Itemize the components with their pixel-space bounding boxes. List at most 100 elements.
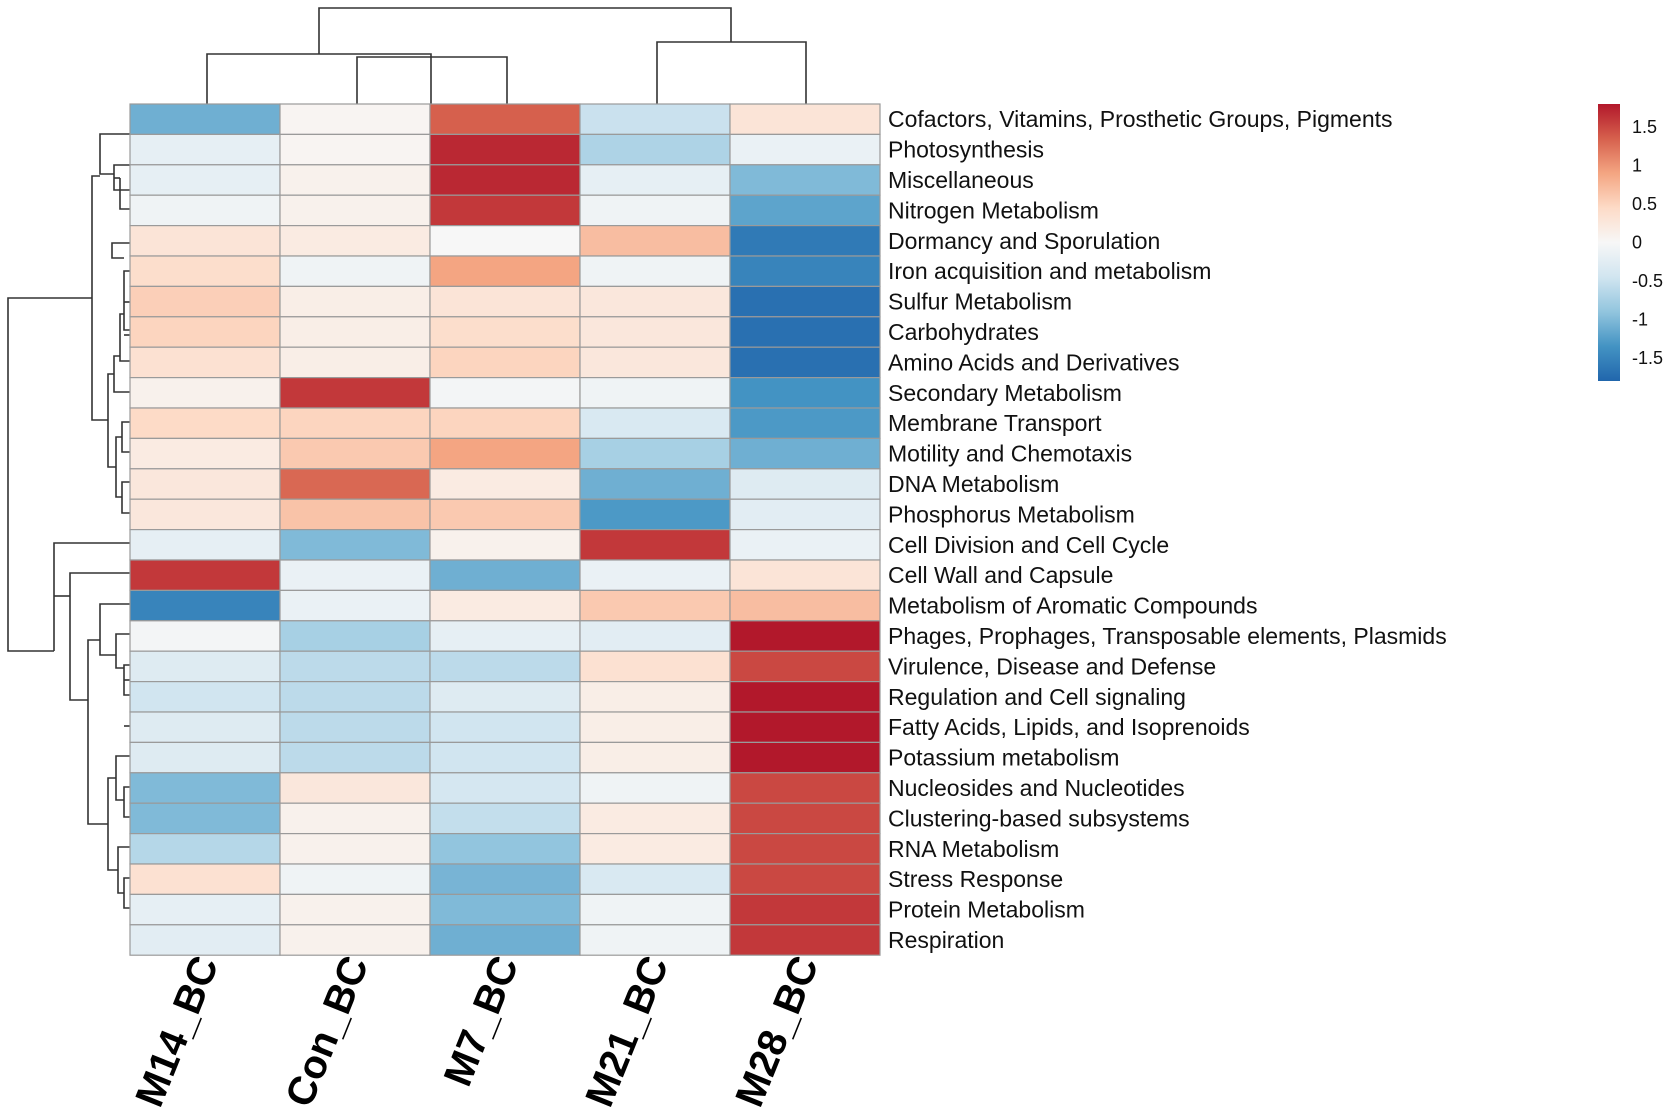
row-label-clustering-based-subsystems: Clustering-based subsystems bbox=[888, 805, 1190, 831]
legend-tick-label: -0.5 bbox=[1632, 271, 1663, 291]
row-label-potassium-metabolism: Potassium metabolism bbox=[888, 745, 1119, 771]
legend-tick-label: 0.5 bbox=[1632, 194, 1657, 214]
heatmap-cell-membrane-transport-m14-bc bbox=[129, 407, 281, 439]
heatmap-cell-sulfur-metabolism-m14-bc bbox=[129, 285, 281, 318]
legend-tick-label: 1 bbox=[1632, 156, 1642, 176]
heatmap-cell-carbohydrates-m28-bc bbox=[729, 316, 881, 348]
heatmap-cell-metabolism-of-aromatic-compounds-m14-bc bbox=[129, 589, 281, 622]
heatmap-cell-motility-and-chemotaxis-m28-bc bbox=[729, 437, 881, 470]
column-label-m21-bc: M21_BC bbox=[577, 950, 677, 1108]
heatmap-cell-clustering-based-subsystems-m28-bc bbox=[729, 802, 881, 835]
heatmap-cell-stress-response-m14-bc bbox=[129, 863, 281, 895]
heatmap-cell-protein-metabolism-m21-bc bbox=[579, 893, 731, 926]
heatmap-cell-regulation-and-cell-signaling-m7-bc bbox=[429, 680, 581, 713]
heatmap-cell-metabolism-of-aromatic-compounds-m7-bc bbox=[429, 589, 581, 622]
heatmap-cell-fatty-acids-lipids-and-isoprenoids-con-bc bbox=[279, 711, 431, 743]
heatmap-cell-potassium-metabolism-m14-bc bbox=[129, 741, 281, 774]
legend-tick-label: -1 bbox=[1632, 309, 1648, 329]
heatmap-cell-phages-prophages-transposable-elements-plasmids-m21-bc bbox=[579, 620, 731, 652]
row-label-membrane-transport: Membrane Transport bbox=[888, 410, 1102, 436]
heatmap-cell-respiration-con-bc bbox=[279, 924, 431, 956]
heatmap-cell-regulation-and-cell-signaling-con-bc bbox=[279, 680, 431, 713]
row-label-nitrogen-metabolism: Nitrogen Metabolism bbox=[888, 197, 1099, 223]
heatmap-cell-rna-metabolism-m21-bc bbox=[579, 832, 731, 865]
col-dendro-link-root bbox=[318, 7, 732, 54]
heatmap-cell-regulation-and-cell-signaling-m14-bc bbox=[129, 680, 281, 713]
heatmap-cell-dormancy-and-sporulation-m7-bc bbox=[429, 225, 581, 257]
heatmap-cell-membrane-transport-m21-bc bbox=[579, 407, 731, 439]
heatmap-cell-rna-metabolism-m28-bc bbox=[729, 832, 881, 865]
row-dendrogram bbox=[7, 133, 130, 909]
heatmap-cell-miscellaneous-m28-bc bbox=[729, 164, 881, 196]
heatmap-cell-amino-acids-and-derivatives-m7-bc bbox=[429, 346, 581, 379]
heatmap-cell-nucleosides-and-nucleotides-m7-bc bbox=[429, 772, 581, 804]
heatmap-cell-motility-and-chemotaxis-m7-bc bbox=[429, 437, 581, 470]
row-label-nucleosides-and-nucleotides: Nucleosides and Nucleotides bbox=[888, 775, 1185, 801]
row-label-stress-response: Stress Response bbox=[888, 866, 1063, 892]
row-labels: Cofactors, Vitamins, Prosthetic Groups, … bbox=[888, 106, 1447, 953]
row-label-virulence-disease-and-defense: Virulence, Disease and Defense bbox=[888, 653, 1216, 679]
column-labels: M14_BC Con_BC M7_BC M21_BC M28_BC bbox=[127, 950, 827, 1108]
heatmap-cell-dna-metabolism-con-bc bbox=[279, 468, 431, 500]
heatmap-cell-phosphorus-metabolism-m28-bc bbox=[729, 498, 881, 531]
row-label-regulation-and-cell-signaling: Regulation and Cell signaling bbox=[888, 684, 1186, 710]
heatmap-cell-protein-metabolism-m14-bc bbox=[129, 893, 281, 926]
row-label-fatty-acids-lipids-and-isoprenoids: Fatty Acids, Lipids, and Isoprenoids bbox=[888, 714, 1250, 740]
heatmap-cell-sulfur-metabolism-con-bc bbox=[279, 285, 431, 318]
heatmap-cell-nitrogen-metabolism-m7-bc bbox=[429, 194, 581, 227]
heatmap-cell-carbohydrates-m7-bc bbox=[429, 316, 581, 348]
row-label-secondary-metabolism: Secondary Metabolism bbox=[888, 380, 1122, 406]
heatmap-cell-iron-acquisition-and-metabolism-m21-bc bbox=[579, 255, 731, 287]
heatmap-cell-nitrogen-metabolism-m21-bc bbox=[579, 194, 731, 227]
heatmap-cell-rna-metabolism-m14-bc bbox=[129, 832, 281, 865]
heatmap-cell-miscellaneous-m21-bc bbox=[579, 164, 731, 196]
heatmap-cell-dormancy-and-sporulation-m14-bc bbox=[129, 225, 281, 257]
heatmap-cell-cell-division-and-cell-cycle-m28-bc bbox=[729, 528, 881, 561]
heatmap-cell-dna-metabolism-m14-bc bbox=[129, 468, 281, 500]
row-label-dormancy-and-sporulation: Dormancy and Sporulation bbox=[888, 228, 1160, 254]
heatmap-cell-potassium-metabolism-m7-bc bbox=[429, 741, 581, 774]
heatmap-cell-nitrogen-metabolism-m28-bc bbox=[729, 194, 881, 227]
heatmap-cell-cofactors-vitamins-prosthetic-groups-pigments-con-bc bbox=[279, 103, 431, 135]
col-dendro-link-con-m7 bbox=[356, 56, 508, 104]
heatmap-cell-dna-metabolism-m7-bc bbox=[429, 468, 581, 500]
heatmap-cell-cell-division-and-cell-cycle-m21-bc bbox=[579, 528, 731, 561]
heatmap-cell-membrane-transport-con-bc bbox=[279, 407, 431, 439]
heatmap-cell-secondary-metabolism-m14-bc bbox=[129, 377, 281, 409]
row-label-iron-acquisition-and-metabolism: Iron acquisition and metabolism bbox=[888, 258, 1211, 284]
heatmap-cell-phages-prophages-transposable-elements-plasmids-m7-bc bbox=[429, 620, 581, 652]
row-label-dna-metabolism: DNA Metabolism bbox=[888, 471, 1059, 497]
row-label-photosynthesis: Photosynthesis bbox=[888, 137, 1044, 163]
heatmap-cell-amino-acids-and-derivatives-m28-bc bbox=[729, 346, 881, 379]
heatmap-cell-phosphorus-metabolism-con-bc bbox=[279, 498, 431, 531]
row-label-cofactors-vitamins-prosthetic-groups-pigments: Cofactors, Vitamins, Prosthetic Groups, … bbox=[888, 106, 1393, 132]
row-label-cell-wall-and-capsule: Cell Wall and Capsule bbox=[888, 562, 1113, 588]
row-label-sulfur-metabolism: Sulfur Metabolism bbox=[888, 289, 1072, 315]
heatmap-cell-photosynthesis-con-bc bbox=[279, 133, 431, 166]
heatmap-cell-cofactors-vitamins-prosthetic-groups-pigments-m21-bc bbox=[579, 103, 731, 135]
heatmap-cell-virulence-disease-and-defense-m7-bc bbox=[429, 650, 581, 683]
heatmap-cell-respiration-m7-bc bbox=[429, 924, 581, 956]
heatmap-cell-cell-division-and-cell-cycle-m14-bc bbox=[129, 528, 281, 561]
heatmap-cell-carbohydrates-m21-bc bbox=[579, 316, 731, 348]
heatmap-cell-phosphorus-metabolism-m21-bc bbox=[579, 498, 731, 531]
heatmap-cell-metabolism-of-aromatic-compounds-con-bc bbox=[279, 589, 431, 622]
heatmap-cell-potassium-metabolism-m28-bc bbox=[729, 741, 881, 774]
heatmap-cell-clustering-based-subsystems-m21-bc bbox=[579, 802, 731, 835]
legend-tick-label: -1.5 bbox=[1632, 348, 1663, 368]
legend-colorbar bbox=[1598, 104, 1620, 381]
heatmap-cell-dormancy-and-sporulation-m28-bc bbox=[729, 225, 881, 257]
heatmap-cell-miscellaneous-m14-bc bbox=[129, 164, 281, 196]
row-label-respiration: Respiration bbox=[888, 927, 1004, 953]
color-legend: 1.5 1 0.5 0 -0.5 -1 -1.5 bbox=[1598, 104, 1663, 381]
heatmap-cell-respiration-m21-bc bbox=[579, 924, 731, 956]
heatmap-cell-stress-response-m7-bc bbox=[429, 863, 581, 895]
heatmap-cell-cell-wall-and-capsule-m21-bc bbox=[579, 559, 731, 591]
heatmap-cell-nitrogen-metabolism-m14-bc bbox=[129, 194, 281, 227]
heatmap-cell-cell-division-and-cell-cycle-m7-bc bbox=[429, 528, 581, 561]
heatmap-cell-fatty-acids-lipids-and-isoprenoids-m14-bc bbox=[129, 711, 281, 743]
heatmap-cell-amino-acids-and-derivatives-m21-bc bbox=[579, 346, 731, 379]
heatmap-cell-photosynthesis-m21-bc bbox=[579, 133, 731, 166]
heatmap-cell-sulfur-metabolism-m28-bc bbox=[729, 285, 881, 318]
row-label-rna-metabolism: RNA Metabolism bbox=[888, 836, 1059, 862]
